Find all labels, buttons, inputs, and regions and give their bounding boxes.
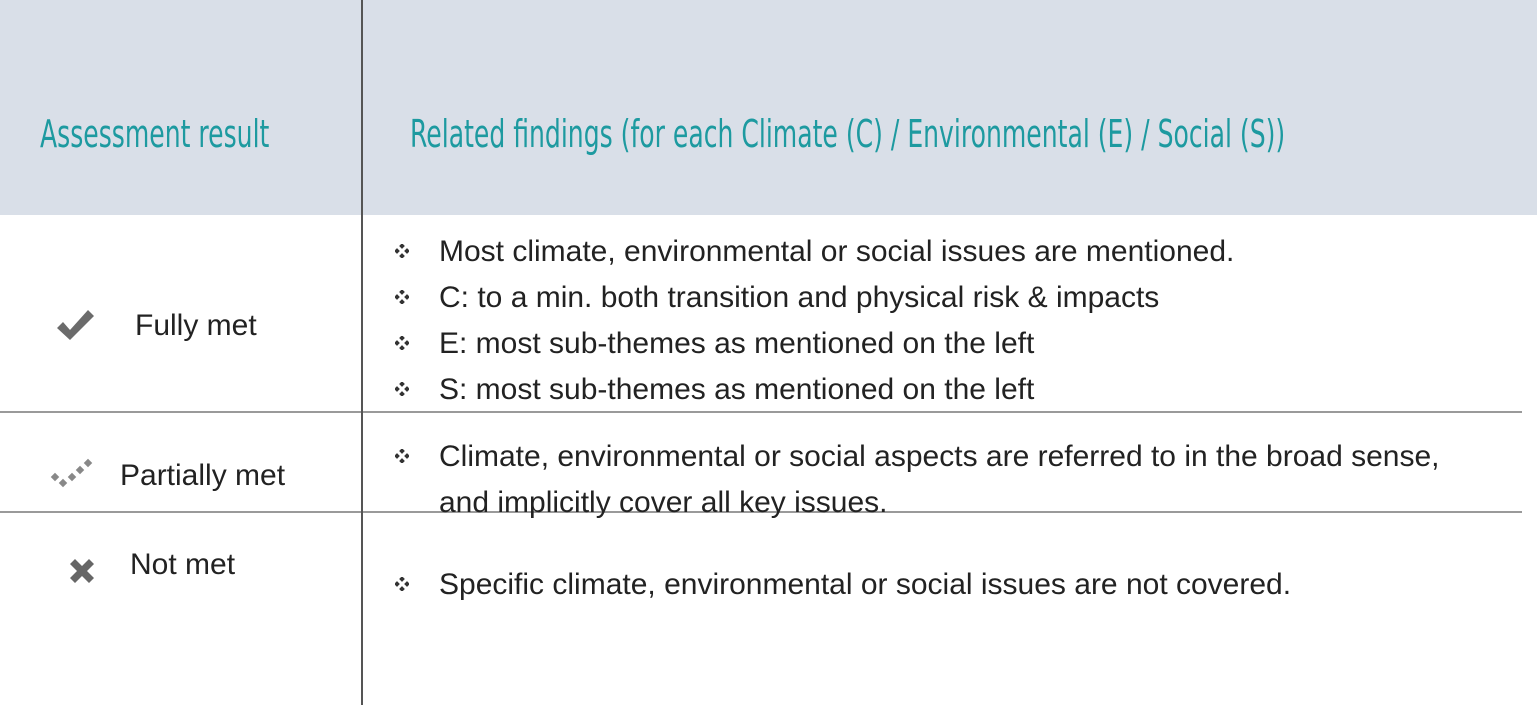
findings-list: Most climate, environmental or social is… [395, 229, 1234, 413]
bullet [395, 449, 409, 463]
finding-text: S: most sub-themes as mentioned on the l… [439, 373, 1035, 406]
finding-item: Climate, environmental or social aspects… [395, 434, 1480, 526]
finding-item: E: most sub-themes as mentioned on the l… [395, 321, 1234, 367]
result-label: Not met [130, 548, 236, 581]
row-divider [0, 411, 1522, 413]
cross-icon [70, 559, 94, 583]
header-cell: Related findings (for each Climate (C) /… [410, 112, 1286, 156]
partial-check-icon [50, 458, 93, 488]
finding-text: Most climate, environmental or social is… [439, 235, 1235, 268]
bullet [395, 244, 409, 258]
finding-text: Climate, environmental or social aspects… [439, 440, 1440, 519]
finding-item: C: to a min. both transition and physica… [395, 275, 1234, 321]
finding-text: C: to a min. both transition and physica… [439, 281, 1160, 314]
bullet [395, 290, 409, 304]
finding-item: Most climate, environmental or social is… [395, 229, 1234, 275]
result-label: Fully met [135, 309, 257, 342]
bullet [395, 577, 409, 591]
header-cell: Assessment result [40, 112, 270, 156]
check-icon [57, 310, 94, 340]
header-band [0, 0, 1537, 215]
finding-item: S: most sub-themes as mentioned on the l… [395, 367, 1234, 413]
row-divider [0, 511, 1522, 513]
findings-list: Specific climate, environmental or socia… [395, 562, 1480, 608]
finding-text: E: most sub-themes as mentioned on the l… [439, 327, 1035, 360]
result-label: Partially met [120, 459, 286, 492]
column-divider [361, 0, 363, 705]
bullet [395, 382, 409, 396]
bullet [395, 336, 409, 350]
finding-item: Specific climate, environmental or socia… [395, 562, 1480, 608]
finding-text: Specific climate, environmental or socia… [439, 568, 1292, 601]
findings-list: Climate, environmental or social aspects… [395, 434, 1480, 526]
